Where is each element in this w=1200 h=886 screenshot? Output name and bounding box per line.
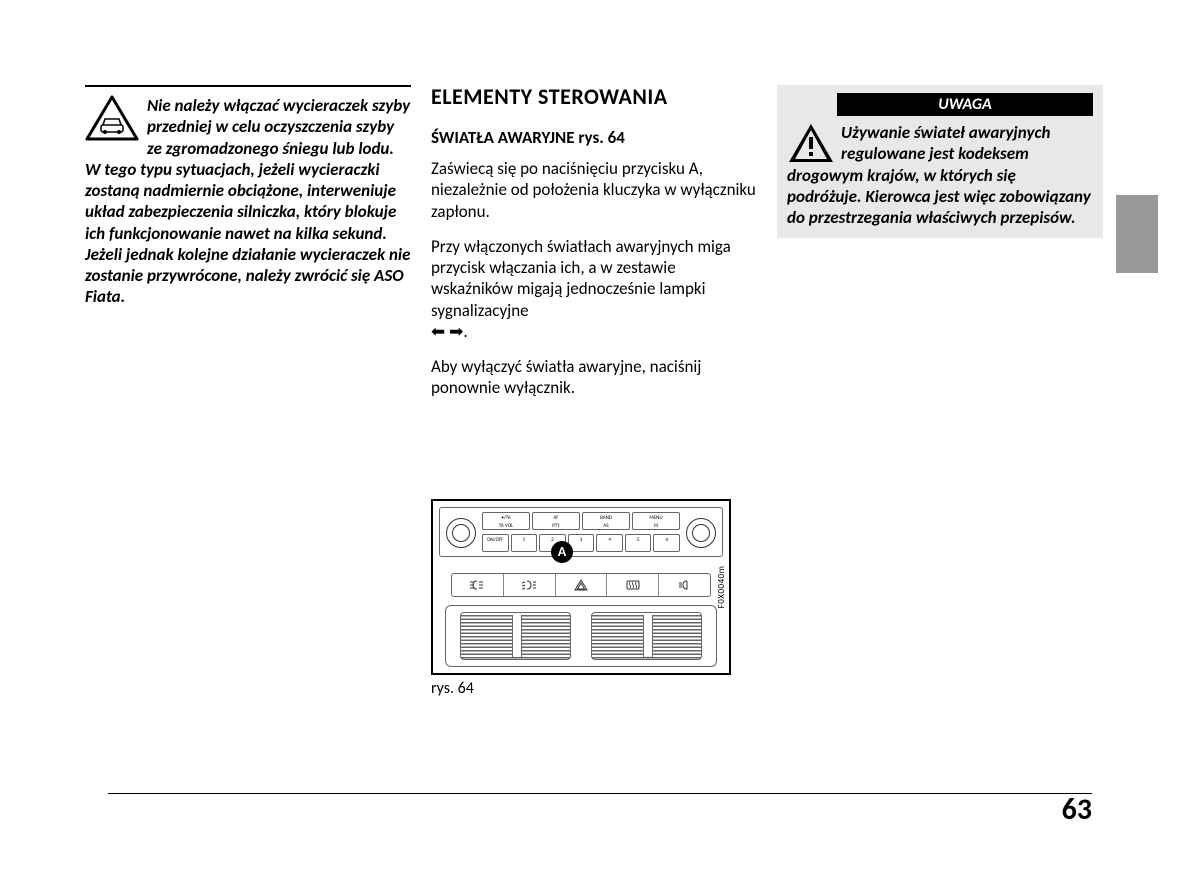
radio-button: MENUIII: [632, 512, 680, 530]
radio-row-1: •/TATA VOL AFPTY BANDAS MENUIII: [482, 512, 680, 530]
button-strip: [451, 573, 711, 597]
hazard-triangle-icon: [556, 574, 608, 596]
side-tab: [1116, 195, 1158, 273]
radio-button: 4: [596, 534, 623, 552]
radio-row-2: ON/OFF 1 2 3 4 5 6: [482, 534, 680, 552]
column-center: ELEMENTY STEROWANIA ŚWIATŁA AWARYJNE rys…: [431, 85, 757, 698]
figure-64: •/TATA VOL AFPTY BANDAS MENUIII ON/OFF 1…: [431, 499, 757, 698]
marker-a: A: [551, 541, 573, 563]
car-warning-icon: [85, 95, 139, 141]
column-right: UWAGA Używanie świateł awaryjnych regulo…: [777, 85, 1103, 698]
page-number: 63: [1062, 791, 1092, 828]
figure-code: F0X0040m: [716, 565, 727, 608]
radio-panel: •/TATA VOL AFPTY BANDAS MENUIII ON/OFF 1…: [439, 507, 723, 557]
sub-heading: ŚWIATŁA AWARYJNE rys. 64: [431, 127, 757, 148]
fog-front-icon: [452, 574, 504, 596]
page-content: Nie należy włączać wycieraczek szyby prz…: [0, 0, 1200, 698]
paragraph-3: Aby wyłączyć światła awaryjne, naciśnij …: [431, 356, 757, 399]
tune-knob-icon: [686, 518, 716, 548]
uwaga-box: UWAGA Używanie świateł awaryjnych regulo…: [777, 85, 1103, 238]
radio-button: AFPTY: [532, 512, 580, 530]
paragraph-1: Zaświecą się po naciśnięciu przycisku A,…: [431, 158, 757, 222]
warning-triangle-icon: [787, 122, 835, 164]
air-vent-icon: [460, 612, 571, 660]
uwaga-header: UWAGA: [837, 93, 1093, 116]
main-heading: ELEMENTY STEROWANIA: [431, 85, 757, 109]
warning-box: Nie należy włączać wycieraczek szyby prz…: [85, 85, 411, 308]
paragraph-2-text: Przy włączonych światłach awaryjnych mig…: [431, 236, 731, 321]
radio-button: 6: [653, 534, 680, 552]
figure-caption: rys. 64: [431, 679, 757, 698]
rear-defrost-icon: [607, 574, 659, 596]
radio-button: 5: [625, 534, 652, 552]
volume-knob-icon: [446, 518, 476, 548]
page-footer: 63: [108, 793, 1092, 828]
fog-rear-icon: [504, 574, 556, 596]
radio-button: BANDAS: [582, 512, 630, 530]
radio-button: •/TATA VOL: [482, 512, 530, 530]
lamp-icon: [659, 574, 710, 596]
vent-area: [445, 605, 717, 667]
arrow-indicators-icon: ⬅ ➡.: [431, 321, 468, 342]
radio-button: ON/OFF: [482, 534, 509, 552]
column-left: Nie należy włączać wycieraczek szyby prz…: [85, 85, 411, 698]
radio-button: 1: [511, 534, 538, 552]
paragraph-2: Przy włączonych światłach awaryjnych mig…: [431, 236, 757, 342]
figure-illustration: •/TATA VOL AFPTY BANDAS MENUIII ON/OFF 1…: [431, 499, 731, 675]
air-vent-icon: [591, 612, 702, 660]
